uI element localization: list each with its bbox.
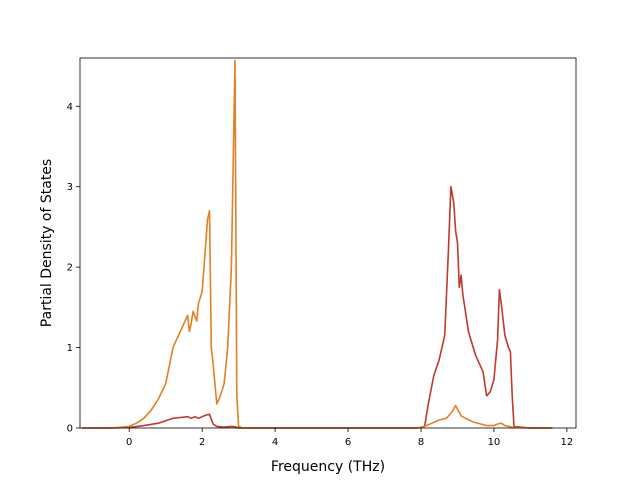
x-tick-label: 10	[488, 437, 501, 448]
y-tick-label: 1	[67, 343, 73, 354]
x-tick-label: 6	[345, 437, 351, 448]
y-tick-label: 4	[67, 102, 73, 113]
y-tick-label: 2	[67, 263, 73, 274]
plot-frame	[79, 57, 577, 429]
series-line-2	[81, 59, 553, 429]
plot-area	[80, 58, 576, 428]
series-line-1	[81, 185, 553, 429]
x-axis: 0 2 4 6 8 10 12	[126, 428, 573, 448]
y-axis-label: Partial Density of States	[39, 159, 55, 327]
y-tick-label: 3	[67, 182, 73, 193]
x-tick-label: 4	[272, 437, 278, 448]
x-tick-label: 12	[561, 437, 574, 448]
y-tick-label: 0	[67, 424, 73, 435]
x-tick-label: 8	[418, 437, 424, 448]
y-axis: 0 1 2 3 4	[67, 102, 80, 435]
x-axis-label: Frequency (THz)	[271, 459, 385, 475]
x-tick-label: 0	[126, 437, 132, 448]
series-layer	[81, 59, 553, 429]
x-tick-label: 2	[199, 437, 205, 448]
